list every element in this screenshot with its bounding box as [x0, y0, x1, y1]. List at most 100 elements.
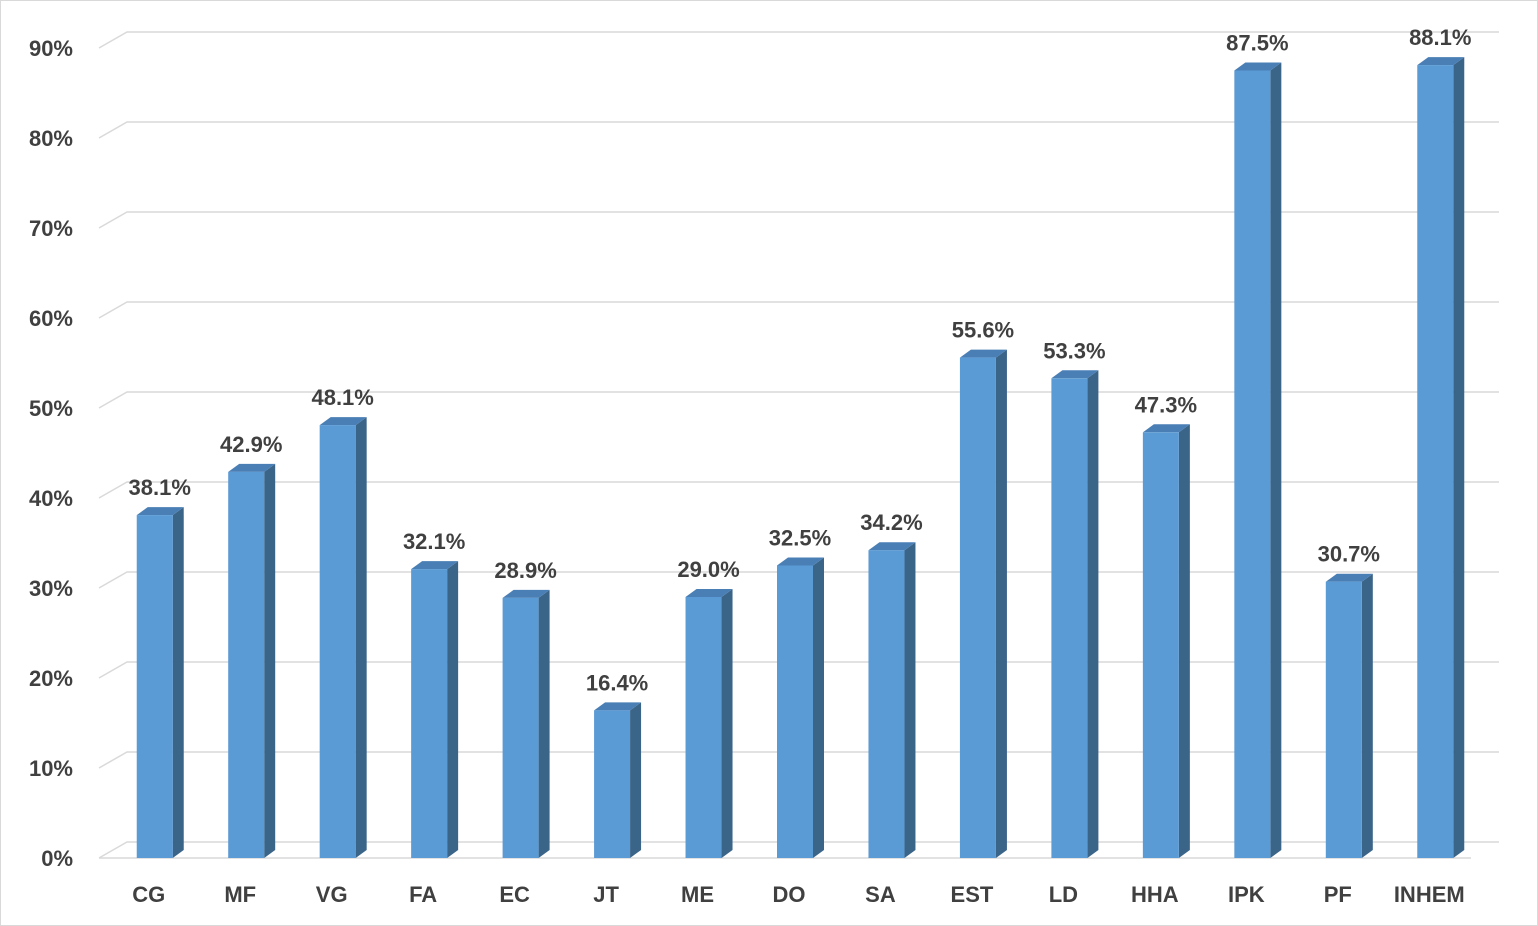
gridline [98, 301, 1499, 319]
category-label: HHA [1131, 882, 1179, 907]
bar-front [411, 569, 448, 858]
category-label: LD [1049, 882, 1078, 907]
data-label: 16.4% [586, 670, 648, 695]
data-label: 32.5% [769, 526, 831, 551]
bars [136, 57, 1465, 859]
data-label: 55.6% [952, 318, 1014, 343]
data-label: 29.0% [677, 557, 739, 582]
gridline [98, 841, 1499, 859]
x-axis-categories: CG MF VG FA EC JT ME DO SA EST LD HHA IPK PF INHEM [132, 882, 1464, 907]
bar-top [1325, 573, 1373, 582]
bar-front [777, 565, 813, 858]
data-label: 53.3% [1043, 338, 1105, 363]
data-label: 88.1% [1409, 25, 1471, 50]
data-label: 48.1% [311, 385, 373, 410]
y-tick-label: 30% [29, 576, 73, 601]
bar-top [1051, 370, 1099, 379]
bar-top [1142, 424, 1190, 433]
category-label: SA [865, 882, 896, 907]
bar-side [172, 507, 184, 858]
bar-front [1234, 70, 1271, 858]
bar-front [228, 471, 265, 858]
bar-side [355, 417, 367, 858]
bar [1234, 62, 1282, 858]
bar-top [594, 702, 642, 711]
bar-top [777, 557, 824, 566]
bar-side [721, 589, 733, 858]
bar-front [1142, 432, 1179, 858]
bar-front [1325, 581, 1362, 858]
bar [136, 507, 184, 858]
bar [319, 417, 367, 858]
bar-top [868, 542, 916, 551]
bar-side [995, 349, 1007, 858]
y-tick-label: 80% [29, 126, 73, 151]
data-label: 28.9% [494, 558, 556, 583]
bar-front [868, 550, 905, 858]
bar-top [411, 561, 459, 570]
category-label: CG [132, 882, 165, 907]
y-tick-label: 70% [29, 216, 73, 241]
gridline [98, 211, 1499, 229]
bar-top [228, 463, 276, 472]
bar-side [1087, 370, 1099, 858]
bar-top [685, 589, 733, 597]
bar [411, 561, 459, 858]
gridline [98, 661, 1499, 679]
bar-top [959, 349, 1007, 358]
bar-front [136, 515, 173, 858]
gridline [98, 751, 1499, 769]
bar-side [538, 589, 550, 858]
category-label: EST [951, 882, 994, 907]
data-label: 42.9% [220, 432, 282, 457]
data-labels: 38.1% 42.9% 48.1% 32.1% 28.9% 16.4% 29.0% 32.5%… [129, 25, 1472, 695]
bar-side [1361, 573, 1373, 858]
bar [502, 589, 550, 858]
bar [1142, 424, 1190, 858]
bar-front [959, 357, 996, 858]
bar-top [319, 417, 367, 426]
bar [1051, 370, 1099, 858]
bar-top [502, 589, 550, 598]
bar-top [1234, 62, 1282, 71]
data-label: 47.3% [1135, 392, 1197, 417]
gridline [98, 481, 1499, 499]
bar-side [447, 561, 459, 858]
bar-side [904, 542, 916, 858]
data-label: 30.7% [1318, 542, 1380, 567]
category-label: JT [593, 882, 619, 907]
y-tick-label: 50% [29, 396, 73, 421]
bar [685, 589, 733, 858]
bar-front [1417, 65, 1454, 859]
gridline [98, 31, 1499, 49]
gridline [98, 571, 1499, 589]
category-label: IPK [1228, 882, 1265, 907]
category-label: DO [773, 882, 806, 907]
category-label: VG [316, 882, 348, 907]
y-tick-label: 60% [29, 306, 73, 331]
bar [228, 463, 276, 858]
category-label: INHEM [1394, 882, 1465, 907]
bar-top [136, 507, 184, 516]
bar-side [1453, 57, 1465, 859]
y-tick-label: 10% [29, 756, 73, 781]
data-label: 32.1% [403, 529, 465, 554]
data-label: 87.5% [1226, 31, 1288, 56]
bar [777, 557, 824, 858]
category-label: PF [1324, 882, 1352, 907]
bar [1325, 573, 1373, 858]
category-label: FA [409, 882, 437, 907]
bar [868, 542, 916, 858]
gridline [98, 121, 1499, 139]
bar-side [813, 557, 824, 858]
y-tick-label: 0% [41, 846, 73, 871]
y-axis-ticks: 0% 10% 20% 30% 40% 50% 60% 70% 80% 90% [29, 36, 73, 871]
bar-side [1178, 424, 1190, 858]
bar-front [594, 710, 631, 858]
bar-top [1417, 57, 1465, 66]
y-tick-label: 90% [29, 36, 73, 61]
bar-side [264, 463, 276, 858]
gridline [98, 391, 1499, 409]
